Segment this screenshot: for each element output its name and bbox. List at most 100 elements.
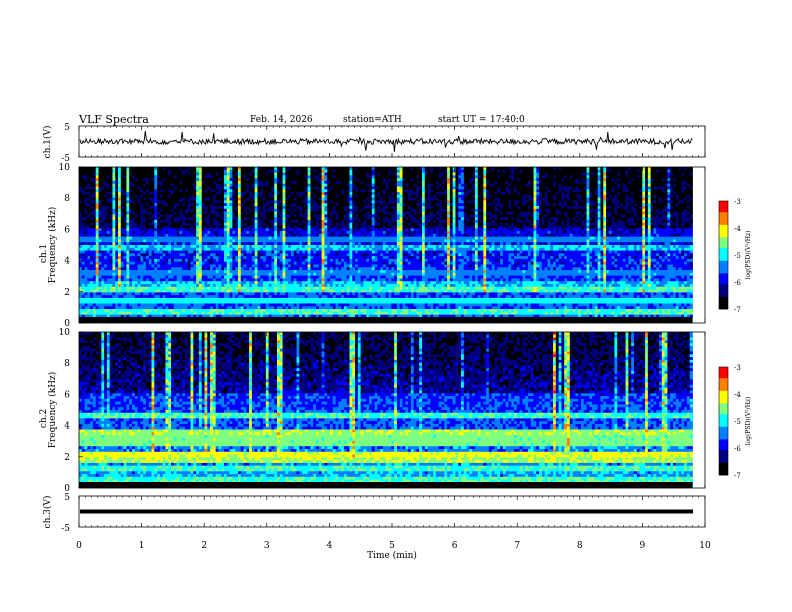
spectrogram-cell xyxy=(93,181,96,184)
spectrogram-cell xyxy=(600,178,603,181)
spectrogram-cell xyxy=(481,212,484,215)
spectrogram-cell xyxy=(679,184,682,187)
spectrogram-cell xyxy=(174,192,177,195)
spectrogram-cell xyxy=(656,212,659,215)
spectrogram-cell xyxy=(589,206,592,209)
spectrogram-cell xyxy=(129,173,132,176)
spectrogram-cell xyxy=(453,189,456,192)
spectrogram-cell xyxy=(478,223,481,226)
spectrogram-cell xyxy=(520,167,523,170)
spectrogram-cell xyxy=(358,226,361,229)
spectrogram-cell xyxy=(673,217,676,220)
spectrogram-cell xyxy=(556,198,559,201)
spectrogram-cell xyxy=(157,209,160,212)
spectrogram-cell xyxy=(99,187,102,190)
spectrogram-cell xyxy=(489,187,492,190)
spectrogram-cell xyxy=(310,170,313,173)
spectrogram-cell xyxy=(135,173,138,176)
spectrogram-cell xyxy=(310,200,313,203)
spectrogram-cell xyxy=(614,214,617,217)
spectrogram-cell xyxy=(676,167,679,170)
spectrogram-cell xyxy=(152,170,155,173)
spectrogram-cell xyxy=(414,189,417,192)
spectrogram-cell xyxy=(266,206,269,209)
spectrogram-cell xyxy=(447,189,450,192)
spectrogram-cell xyxy=(581,203,584,206)
spectrogram-cell xyxy=(221,167,224,170)
spectrogram-cell xyxy=(550,214,553,217)
spectrogram-cell xyxy=(581,220,584,223)
spectrogram-cell xyxy=(506,214,509,217)
spectrogram-cell xyxy=(439,212,442,215)
spectrogram-cell xyxy=(263,178,266,181)
spectrogram-cell xyxy=(606,184,609,187)
spectrogram-cell xyxy=(377,184,380,187)
spectrogram-cell xyxy=(419,170,422,173)
spectrogram-cell xyxy=(299,175,302,178)
spectrogram-cell xyxy=(419,184,422,187)
spectrogram-cell xyxy=(140,209,143,212)
spectrogram-cell xyxy=(90,187,93,190)
spectrogram-cell xyxy=(584,206,587,209)
spectrogram-cell xyxy=(294,187,297,190)
spectrogram-cell xyxy=(503,192,506,195)
spectrogram-cell xyxy=(464,212,467,215)
spectrogram-cell xyxy=(684,206,687,209)
spectrogram-cell xyxy=(358,206,361,209)
spectrogram-cell xyxy=(679,175,682,178)
spectrogram-cell xyxy=(372,209,375,212)
spectrogram-cell xyxy=(196,181,199,184)
spectrogram-cell xyxy=(584,195,587,198)
spectrogram-cell xyxy=(614,170,617,173)
spectrogram-cell xyxy=(149,187,152,190)
spectrogram-cell xyxy=(414,209,417,212)
spectrogram-cell xyxy=(349,228,352,231)
spectrogram-cell xyxy=(553,173,556,176)
spectrogram-cell xyxy=(257,187,260,190)
spectrogram-cell xyxy=(542,173,545,176)
spectrogram-cell xyxy=(191,214,194,217)
spectrogram-cell xyxy=(355,178,358,181)
spectrogram-cell xyxy=(257,200,260,203)
spectrogram-cell xyxy=(430,175,433,178)
spectrogram-cell xyxy=(361,187,364,190)
spectrogram-cell xyxy=(405,220,408,223)
spectrogram-cell xyxy=(402,203,405,206)
spectrogram-cell xyxy=(386,209,389,212)
spectrogram-cell xyxy=(266,200,269,203)
spectrogram-cell xyxy=(87,220,90,223)
spectrogram-cell xyxy=(679,181,682,184)
spectrogram-cell xyxy=(578,187,581,190)
spectrogram-cell xyxy=(517,178,520,181)
spectrogram-cell xyxy=(174,198,177,201)
spectrogram-cell xyxy=(146,203,149,206)
spectrogram-cell xyxy=(659,173,662,176)
spectrogram-cell xyxy=(305,220,308,223)
spectrogram-cell xyxy=(196,195,199,198)
spectrogram-cell xyxy=(349,226,352,229)
spectrogram-cell xyxy=(375,209,378,212)
spectrogram-cell xyxy=(85,198,88,201)
spectrogram-cell xyxy=(294,192,297,195)
spectrogram-cell xyxy=(634,187,637,190)
spectrogram-cell xyxy=(246,181,249,184)
spectrogram-cell xyxy=(469,192,472,195)
spectrogram-cell xyxy=(297,214,300,217)
spectrogram-cell xyxy=(355,226,358,229)
spectrogram-cell xyxy=(213,220,216,223)
spectrogram-cell xyxy=(609,181,612,184)
spectrogram-cell xyxy=(327,181,330,184)
spectrogram-cell xyxy=(266,198,269,201)
spectrogram-cell xyxy=(402,198,405,201)
spectrogram-cell xyxy=(383,198,386,201)
spectrogram-cell xyxy=(667,226,670,229)
spectrogram-cell xyxy=(592,181,595,184)
spectrogram-cell xyxy=(341,209,344,212)
spectrogram-cell xyxy=(316,184,319,187)
spectrogram-cell xyxy=(575,212,578,215)
spectrogram-cell xyxy=(241,214,244,217)
spectrogram-cell xyxy=(539,187,542,190)
spectrogram-cell xyxy=(338,212,341,215)
spectrogram-cell xyxy=(475,192,478,195)
spectrogram-cell xyxy=(469,198,472,201)
